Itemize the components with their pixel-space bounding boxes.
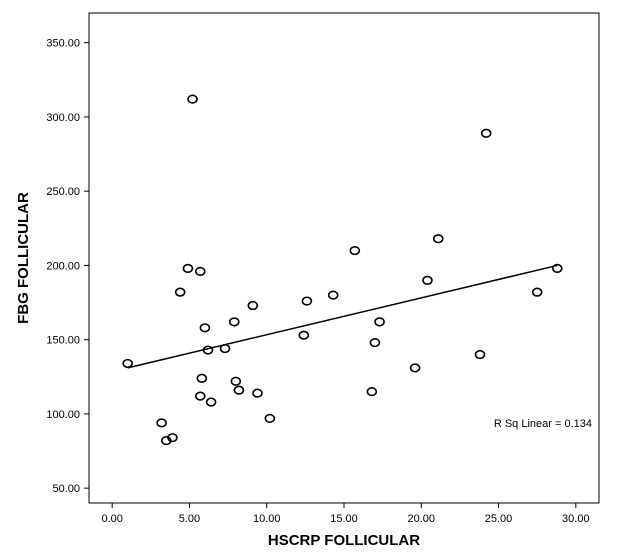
data-point <box>369 338 381 348</box>
data-point <box>205 397 217 407</box>
data-point <box>156 418 167 428</box>
data-point <box>422 275 433 285</box>
data-point <box>252 388 263 398</box>
data-point <box>409 363 421 373</box>
x-tick-label: 25.00 <box>485 513 513 525</box>
y-tick-label: 300.00 <box>46 112 80 124</box>
x-tick-label: 15.00 <box>330 513 358 525</box>
x-tick-label: 10.00 <box>253 513 281 525</box>
fit-line-layer <box>127 264 558 369</box>
data-point <box>301 296 313 306</box>
data-point <box>551 263 563 273</box>
regression-line <box>127 264 558 369</box>
x-axis: 0.00 5.00 10.00 15.00 20.00 25.00 30.00 <box>101 503 590 525</box>
data-point <box>531 287 543 297</box>
y-tick-label: 250.00 <box>46 186 80 198</box>
data-point <box>182 263 194 273</box>
x-axis-title: HSCRP FOLLICULAR <box>268 532 420 549</box>
data-point <box>374 317 385 327</box>
plot-area <box>88 12 600 504</box>
y-tick-label: 50.00 <box>52 483 80 495</box>
y-tick-label: 100.00 <box>46 409 80 421</box>
data-point <box>228 317 240 327</box>
y-tick-label: 350.00 <box>46 38 80 50</box>
data-point <box>349 245 361 256</box>
r-squared-annotation: R Sq Linear = 0.134 <box>494 418 592 430</box>
data-point <box>187 94 198 104</box>
x-tick-label: 5.00 <box>179 513 200 525</box>
data-point <box>196 373 208 383</box>
data-point <box>194 266 206 276</box>
points-layer <box>122 94 563 446</box>
data-point <box>230 376 242 386</box>
data-point <box>199 323 211 333</box>
data-point <box>233 385 245 395</box>
x-tick-label: 20.00 <box>408 513 436 525</box>
data-point <box>327 290 339 300</box>
data-point <box>474 349 486 360</box>
data-point <box>194 391 206 401</box>
data-point <box>122 358 133 369</box>
data-point <box>219 343 231 354</box>
data-point <box>298 330 310 340</box>
data-point <box>264 413 276 423</box>
data-point <box>247 300 259 311</box>
y-tick-label: 200.00 <box>46 260 80 272</box>
y-tick-label: 150.00 <box>46 335 80 347</box>
data-point <box>167 433 178 443</box>
data-point <box>174 287 186 297</box>
data-point <box>432 234 444 244</box>
x-tick-label: 0.00 <box>101 513 122 525</box>
data-point <box>202 345 214 355</box>
data-point <box>480 128 492 138</box>
y-axis-title: FBG FOLLICULAR <box>15 192 32 324</box>
data-point <box>366 387 378 397</box>
y-axis: 50.00 100.00 150.00 200.00 250.00 300.00 350.0… <box>46 38 89 495</box>
x-tick-label: 30.00 <box>562 513 590 525</box>
